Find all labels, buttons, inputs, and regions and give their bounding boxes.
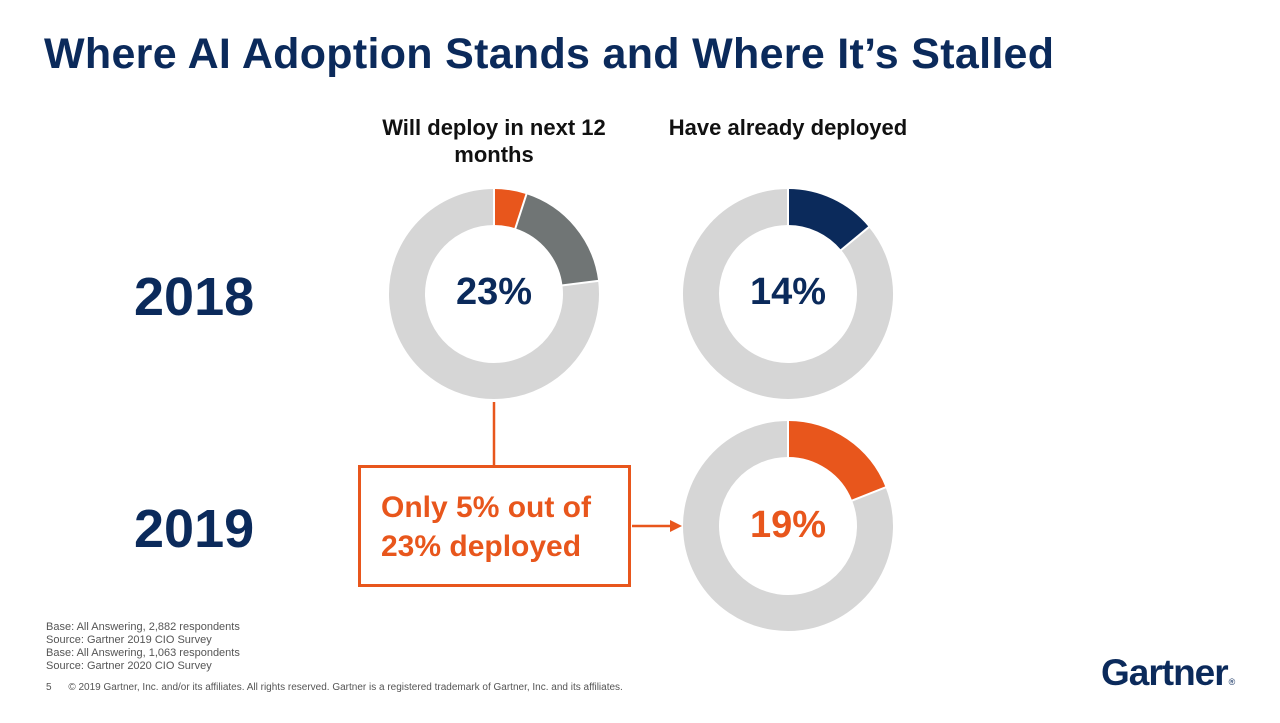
- segment-separator: [514, 192, 528, 230]
- donut-label-23: 23%: [455, 271, 533, 313]
- page-number: 5: [46, 682, 52, 693]
- footer-line: 5 © 2019 Gartner, Inc. and/or its affili…: [46, 682, 623, 693]
- callout-text: Only 5% out of 23% deployed: [361, 486, 591, 566]
- year-label-2018: 2018: [134, 267, 255, 327]
- donut-segment-rest: [683, 421, 893, 631]
- donut-segment-not-yet-deployed: [514, 194, 599, 287]
- donut-segment-deployed: [787, 189, 869, 251]
- donut-segment-deployed: [787, 421, 886, 502]
- slide-title: Where AI Adoption Stands and Where It’s …: [44, 30, 1055, 78]
- registered-mark: ®: [1228, 677, 1236, 687]
- donut-label-14: 14%: [749, 271, 827, 313]
- donut-segment-rest: [683, 189, 893, 399]
- callout-arrow-head: [670, 520, 682, 532]
- donut-segment-rest: [389, 189, 599, 399]
- donut-2018-already-deployed: [683, 188, 893, 399]
- callout-line-1: Only 5% out of: [381, 491, 591, 524]
- logo-text: Gartner: [1101, 652, 1229, 693]
- footer-note: Base: All Answering, 2,882 respondents: [46, 621, 240, 633]
- footer-notes: Base: All Answering, 2,882 respondents S…: [46, 621, 240, 673]
- column-header-will-deploy: Will deploy in next 12 months: [382, 115, 606, 167]
- gartner-logo: Gartner®: [1101, 652, 1235, 694]
- donut-label-19: 19%: [749, 504, 827, 546]
- footer-note: Source: Gartner 2020 CIO Survey: [46, 660, 212, 672]
- donut-2019-already-deployed: [683, 420, 893, 631]
- callout-line-2: 23% deployed: [381, 530, 582, 563]
- footer-note: Source: Gartner 2019 CIO Survey: [46, 634, 212, 646]
- donut-segment-deployed: [493, 189, 527, 229]
- footer-note: Base: All Answering, 1,063 respondents: [46, 647, 240, 659]
- donut-2018-will-deploy: [389, 188, 600, 399]
- segment-separator: [850, 486, 887, 502]
- callout-box: Only 5% out of 23% deployed: [358, 465, 631, 587]
- segment-separator: [561, 279, 600, 287]
- year-label-2019: 2019: [134, 499, 255, 559]
- segment-separator: [839, 225, 871, 252]
- copyright-text: © 2019 Gartner, Inc. and/or its affiliat…: [68, 682, 623, 693]
- column-header-already-deployed: Have already deployed: [668, 115, 908, 140]
